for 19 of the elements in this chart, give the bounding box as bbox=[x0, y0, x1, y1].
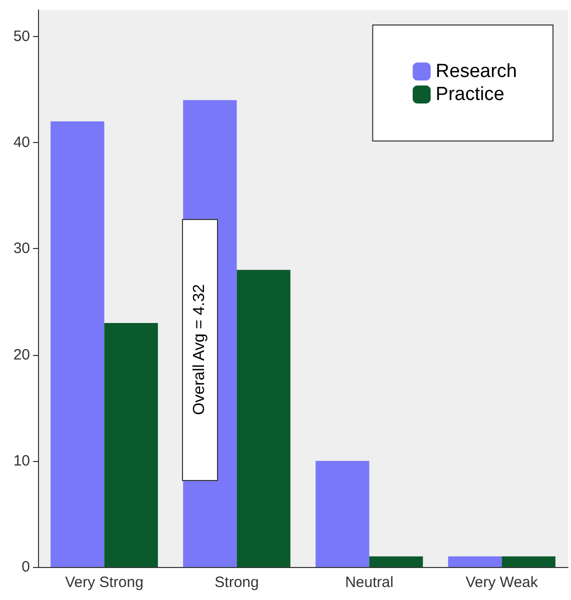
y-tick-label: 0 bbox=[22, 558, 30, 576]
legend-label: Practice bbox=[436, 84, 504, 105]
bar bbox=[236, 270, 290, 567]
bar bbox=[104, 322, 158, 567]
bar bbox=[448, 556, 502, 567]
x-tick-label: Neutral bbox=[345, 574, 394, 591]
x-tick-label: Very Strong bbox=[65, 574, 144, 591]
legend-label: Research bbox=[436, 61, 518, 82]
bar bbox=[502, 556, 556, 567]
y-tick-label: 20 bbox=[13, 346, 30, 364]
y-tick-label: 40 bbox=[13, 134, 30, 152]
bar bbox=[369, 556, 423, 567]
bar bbox=[316, 460, 370, 567]
y-tick-label: 50 bbox=[13, 28, 30, 46]
x-tick-label: Very Weak bbox=[466, 574, 538, 591]
x-tick-label: Strong bbox=[214, 574, 259, 591]
bar bbox=[50, 121, 104, 567]
y-tick-label: 30 bbox=[13, 240, 30, 258]
y-tick-label: 10 bbox=[13, 452, 30, 470]
